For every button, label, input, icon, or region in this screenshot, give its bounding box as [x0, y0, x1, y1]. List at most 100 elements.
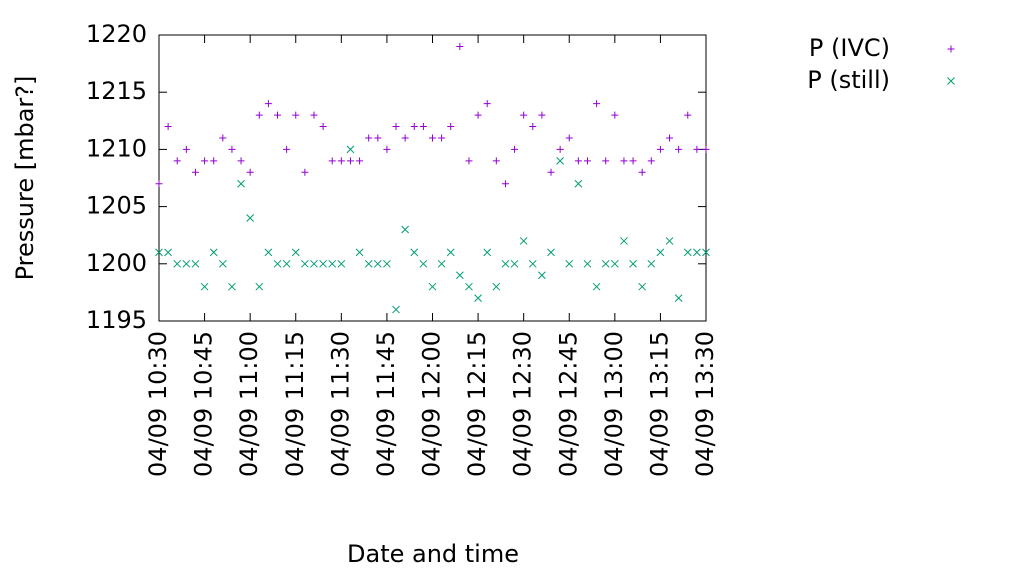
point: [602, 157, 610, 165]
x-axis-label: Date and time: [347, 540, 519, 568]
point: [592, 282, 601, 291]
point: [519, 237, 528, 245]
point: [665, 237, 674, 245]
point: [319, 123, 327, 131]
point: [437, 259, 446, 268]
point: [611, 111, 619, 119]
y-tick-label: 1210: [86, 134, 147, 162]
point: [182, 259, 191, 268]
x-tick-label: 04/09 13:30: [691, 331, 719, 477]
x-tick-label: 04/09 12:30: [509, 331, 537, 477]
point: [401, 134, 409, 142]
point: [565, 134, 573, 142]
point: [455, 271, 464, 280]
point: [666, 134, 674, 142]
point: [246, 168, 254, 176]
point: [173, 157, 181, 165]
point: [264, 100, 272, 108]
point: [319, 259, 327, 268]
point: [601, 259, 610, 268]
point: [383, 259, 391, 268]
point: [474, 294, 482, 302]
point: [237, 179, 245, 188]
point: [273, 259, 282, 268]
point: [310, 111, 318, 119]
legend-label: P (still): [807, 66, 890, 94]
point: [383, 145, 391, 153]
point: [255, 111, 263, 119]
point: [465, 282, 473, 291]
point: [191, 259, 200, 268]
point: [538, 111, 546, 119]
x-tick-label: 04/09 10:30: [144, 331, 172, 477]
point: [492, 157, 500, 165]
point: [283, 145, 291, 153]
point: [337, 259, 346, 268]
point: [191, 168, 199, 176]
point: [328, 157, 336, 165]
x-tick-label: 04/09 13:15: [645, 331, 673, 477]
y-tick-label: 1215: [86, 77, 147, 105]
y-axis-label: Pressure [mbar?]: [11, 76, 39, 281]
point: [511, 145, 519, 153]
point: [529, 123, 537, 131]
x-tick-label: 04/09 11:30: [326, 331, 354, 477]
x-tick-label: 04/09 10:45: [190, 331, 218, 477]
point: [702, 145, 710, 153]
point: [456, 42, 464, 50]
point: [674, 294, 683, 302]
point: [683, 248, 692, 257]
point: [656, 248, 665, 257]
plot-frame: [158, 34, 707, 322]
point: [301, 168, 309, 176]
legend-marker: [947, 77, 955, 85]
point: [301, 259, 309, 268]
point: [446, 248, 455, 257]
point: [155, 180, 163, 188]
point: [328, 259, 337, 268]
point: [219, 134, 227, 142]
point: [574, 157, 582, 165]
point: [528, 259, 537, 268]
y-tick-label: 1220: [86, 20, 147, 48]
point: [291, 248, 300, 257]
point: [356, 157, 364, 165]
x-tick-label: 04/09 12:45: [554, 331, 582, 477]
point: [282, 259, 291, 268]
x-tick-label: 04/09 11:00: [235, 331, 263, 477]
point: [419, 259, 428, 268]
point: [647, 259, 656, 268]
point: [675, 145, 683, 153]
point: [483, 248, 492, 257]
point: [209, 248, 218, 257]
point: [228, 282, 236, 291]
point: [547, 248, 555, 257]
point: [210, 157, 218, 165]
point: [638, 282, 647, 291]
point: [201, 157, 209, 165]
legend-label: P (IVC): [809, 34, 890, 62]
y-tick-label: 1200: [86, 249, 147, 277]
point: [182, 145, 190, 153]
point: [647, 157, 655, 165]
point: [200, 282, 209, 291]
point: [638, 168, 646, 176]
point: [155, 248, 163, 257]
point: [693, 248, 701, 257]
point: [583, 157, 591, 165]
point: [620, 157, 628, 165]
point: [246, 214, 255, 222]
point: [264, 248, 273, 257]
point: [373, 259, 382, 268]
point: [228, 145, 236, 153]
point: [656, 145, 664, 153]
point: [164, 248, 172, 257]
point: [410, 248, 419, 257]
point: [492, 282, 501, 291]
point: [355, 248, 364, 257]
point: [173, 259, 182, 268]
point: [556, 145, 564, 153]
point: [538, 271, 546, 280]
legend-marker: [947, 45, 955, 53]
